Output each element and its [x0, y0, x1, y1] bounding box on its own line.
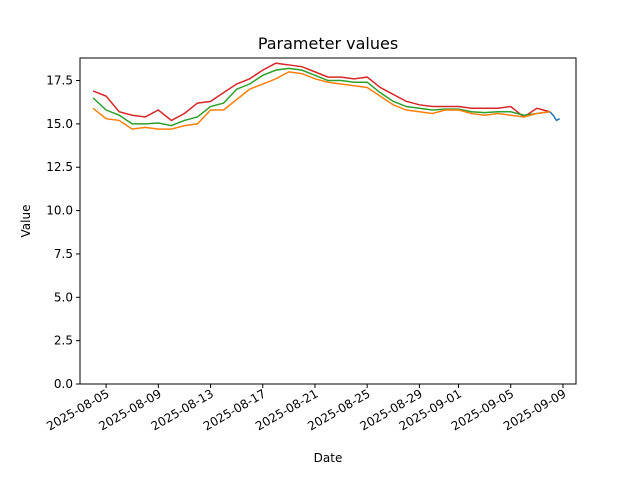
series-line-2	[92, 67, 550, 127]
axes-frame	[79, 57, 577, 385]
y-tick-label: 0.0	[54, 377, 73, 391]
y-tick-label: 5.0	[54, 290, 73, 304]
series-line-1	[92, 62, 551, 122]
chart-title: Parameter values	[258, 34, 398, 53]
y-axis-ticks: 0.0 2.5 5.0 7.5 10.0 12.5 15.0 17.5	[46, 74, 80, 391]
x-axis-label: Date	[314, 451, 343, 465]
data-lines-group	[92, 62, 561, 130]
y-tick-label: 12.5	[46, 160, 73, 174]
y-tick-label: 15.0	[46, 117, 73, 131]
x-axis-ticks: 2025-08-052025-08-092025-08-132025-08-17…	[44, 384, 568, 433]
y-tick-label: 17.5	[46, 74, 73, 88]
series-line-3	[92, 71, 550, 130]
series-line-4	[549, 111, 561, 122]
y-tick-label: 10.0	[46, 204, 73, 218]
y-tick-label: 2.5	[54, 334, 73, 348]
y-axis-label: Value	[19, 205, 33, 238]
y-tick-label: 7.5	[54, 247, 73, 261]
